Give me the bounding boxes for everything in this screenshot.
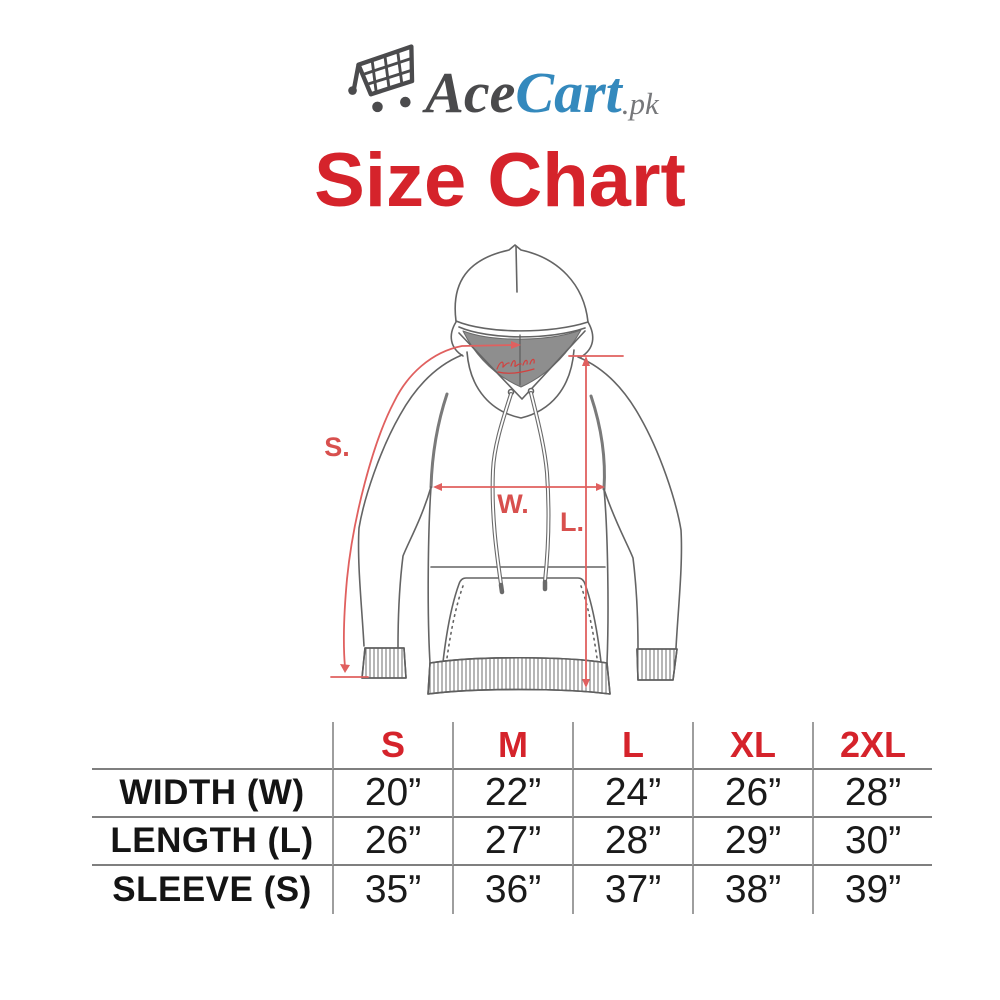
measurement-arrowheads	[340, 341, 605, 688]
kangaroo-pocket	[442, 577, 602, 663]
drawstrings	[490, 391, 551, 595]
length-value-l: 28”	[572, 818, 692, 866]
size-column-header-xl: XL	[692, 722, 812, 770]
table-corner-cell	[92, 722, 332, 770]
sleeve-value-2xl: 39”	[812, 866, 932, 914]
length-value-xl: 29”	[692, 818, 812, 866]
sleeve-value-m: 36”	[452, 866, 572, 914]
hood	[450, 244, 594, 419]
width-label: W.	[497, 489, 529, 519]
sleeve-measure-line	[343, 344, 515, 668]
length-value-s: 26”	[332, 818, 452, 866]
length-label: L.	[560, 507, 584, 537]
row-label-width: WIDTH (W)	[92, 770, 332, 818]
size-column-header-l: L	[572, 722, 692, 770]
brand-name-cart: Cart	[515, 60, 622, 125]
width-value-s: 20”	[332, 770, 452, 818]
hoodie-body	[357, 354, 683, 664]
measurement-lines	[330, 344, 624, 684]
page-title: Size Chart	[314, 138, 686, 223]
width-value-m: 22”	[452, 770, 572, 818]
row-label-length: LENGTH (L)	[92, 818, 332, 866]
sleeve-label: S.	[324, 432, 350, 462]
size-column-header-s: S	[332, 722, 452, 770]
length-value-2xl: 30”	[812, 818, 932, 866]
sleeve-value-l: 37”	[572, 866, 692, 914]
hoodie-drawing: S. W. L.	[324, 244, 683, 695]
hood-brand-script	[496, 358, 535, 374]
length-value-m: 27”	[452, 818, 572, 866]
sleeve-value-xl: 38”	[692, 866, 812, 914]
size-column-header-m: M	[452, 722, 572, 770]
size-column-header-2xl: 2XL	[812, 722, 932, 770]
width-value-2xl: 28”	[812, 770, 932, 818]
brand-logo: Ace Cart .pk	[0, 40, 1000, 122]
hoodie-diagram: S. W. L.	[300, 233, 700, 708]
width-value-l: 24”	[572, 770, 692, 818]
brand-name-ace: Ace	[425, 60, 516, 125]
shopping-cart-icon	[348, 44, 415, 113]
sleeve-value-s: 35”	[332, 866, 452, 914]
width-value-xl: 26”	[692, 770, 812, 818]
row-label-sleeve: SLEEVE (S)	[112, 870, 312, 909]
ribbed-hem-and-cuffs	[361, 647, 678, 695]
size-table: S M L XL 2XL WIDTH (W) 20” 22” 24” 26” 2…	[92, 722, 932, 914]
brand-tld: .pk	[621, 86, 659, 121]
